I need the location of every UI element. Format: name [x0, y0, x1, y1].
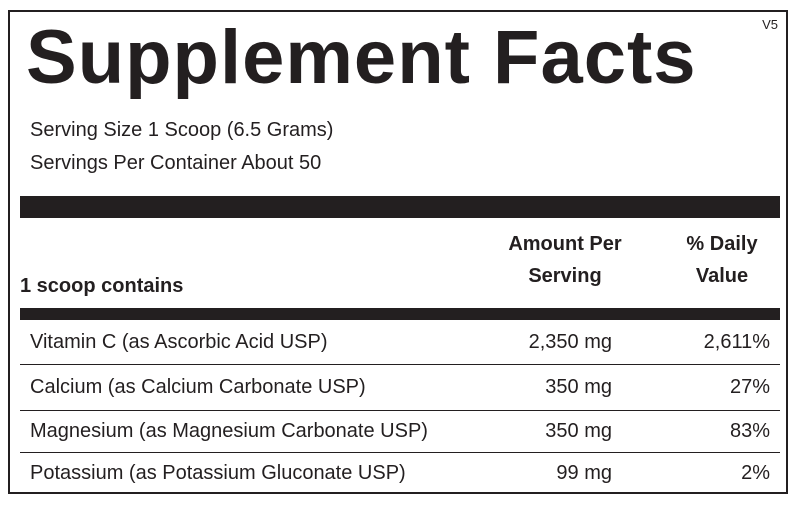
- nutrient-name: Calcium (as Calcium Carbonate USP): [30, 376, 366, 398]
- table-row: Vitamin C (as Ascorbic Acid USP) 2,350 mg…: [20, 320, 780, 364]
- daily-value: 2%: [741, 462, 770, 484]
- header-name: 1 scoop contains: [20, 275, 184, 297]
- amount: 99 mg: [556, 462, 612, 484]
- header-daily-value: % Daily Value: [660, 228, 784, 292]
- row-separator: [20, 452, 780, 453]
- version: V5: [762, 17, 778, 32]
- serving-size: Serving Size 1 Scoop (6.5 Grams): [30, 119, 334, 141]
- daily-value: 2,611%: [703, 331, 770, 353]
- header-line: % Daily: [686, 233, 758, 255]
- header-line: Value: [695, 265, 749, 287]
- table-row: Calcium (as Calcium Carbonate USP) 350 mg…: [20, 364, 780, 410]
- nutrient-name: Vitamin C (as Ascorbic Acid USP): [30, 331, 328, 353]
- title: Supplement Facts: [26, 15, 697, 100]
- label-border: [8, 10, 788, 494]
- amount: 2,350 mg: [528, 331, 612, 353]
- nutrient-name: Magnesium (as Magnesium Carbonate USP): [30, 420, 428, 442]
- table-row: Potassium (as Potassium Gluconate USP) 99…: [20, 452, 780, 494]
- amount: 350 mg: [545, 376, 612, 398]
- servings-per-container: Servings Per Container About 50: [30, 152, 322, 174]
- daily-value: 27%: [729, 376, 770, 398]
- medium-rule: [20, 308, 780, 320]
- daily-value: 83%: [729, 420, 770, 442]
- row-separator: [20, 364, 780, 365]
- nutrient-name: Potassium (as Potassium Gluconate USP): [30, 462, 406, 484]
- header-amount: Amount Per Serving: [480, 228, 650, 292]
- header-line: Amount Per: [508, 233, 622, 255]
- amount: 350 mg: [545, 420, 612, 442]
- table-row: Magnesium (as Magnesium Carbonate USP) 35…: [20, 410, 780, 452]
- row-separator: [20, 410, 780, 411]
- header-line: Serving: [528, 265, 602, 287]
- thick-rule: [20, 196, 780, 218]
